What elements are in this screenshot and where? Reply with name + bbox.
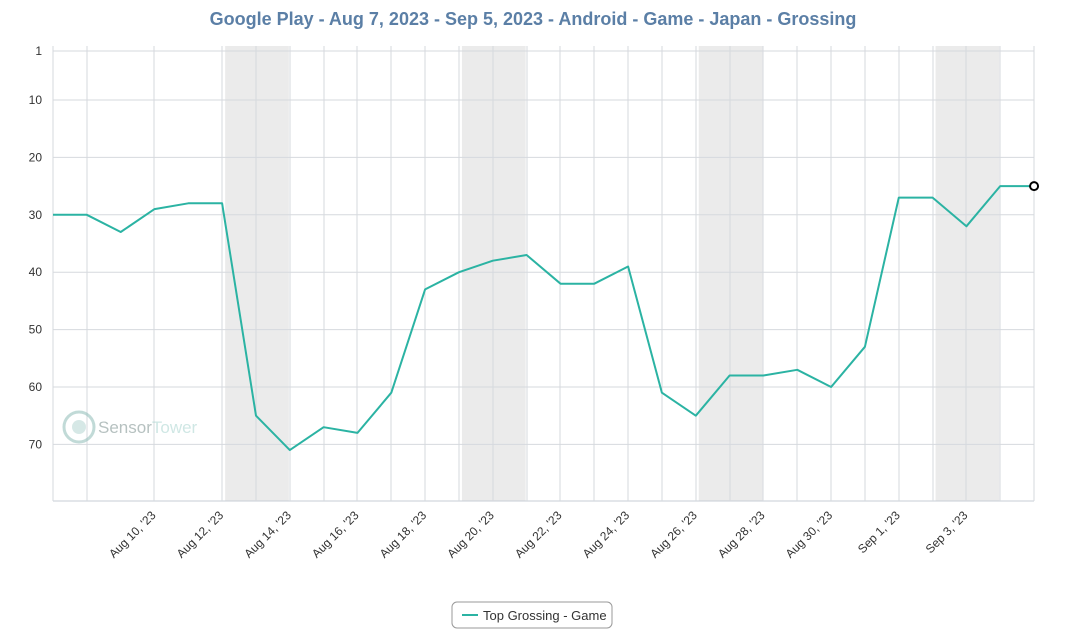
weekend-band-2 [461,46,526,501]
x-tick-label: Aug 16, '23 [309,508,362,561]
x-tick-label: Aug 24, '23 [580,508,633,561]
x-tick-label: Sep 3, '23 [923,508,971,556]
x-tick-label: Aug 30, '23 [783,508,836,561]
x-tick-label: Aug 28, '23 [715,508,768,561]
y-tick-label: 10 [29,93,43,107]
legend[interactable]: Top Grossing - Game [451,601,613,629]
weekend-band-1 [225,46,289,501]
x-tick-label: Aug 18, '23 [377,508,430,561]
y-tick-label: 1 [35,44,42,58]
weekend-band-3 [698,46,763,501]
y-tick-label: 70 [29,437,43,451]
series-line-1[interactable] [53,185,1035,452]
legend-label: Top Grossing - Game [483,608,607,623]
x-tick-label: Aug 10, '23 [106,508,159,561]
legend-box[interactable] [451,601,613,629]
y-tick-label: 40 [29,265,43,279]
y-tick-label: 30 [29,208,43,222]
x-tick-label: Aug 12, '23 [174,508,227,561]
sensortower-logo-icon [62,410,96,444]
watermark-text-tower: Tower [152,418,198,437]
x-tick-label: Aug 14, '23 [241,508,294,561]
svg-text:SensorTower: SensorTower [98,418,198,437]
x-tick-label: Aug 26, '23 [647,508,700,561]
y-tick-label: 20 [29,150,43,164]
series-layer [52,181,1040,452]
y-tick-label: 50 [29,323,43,337]
weekend-band-4 [935,46,1000,501]
weekend-bands [225,46,1000,501]
sensortower-logo-inner [72,420,86,434]
x-tick-label: Aug 20, '23 [444,508,497,561]
y-axis-ticks: 1 10 20 30 40 50 60 70 [29,44,43,451]
last-point-marker[interactable] [1029,181,1040,192]
x-tick-label: Sep 1, '23 [855,508,903,556]
y-tick-label: 60 [29,380,43,394]
watermark: SensorTower [62,410,198,444]
x-tick-label: Aug 22, '23 [512,508,565,561]
watermark-text-sensor: Sensor [98,418,152,437]
gridlines [52,46,1035,502]
x-axis-ticks: Aug 10, '23 Aug 12, '23 Aug 14, '23 Aug 16,… [106,508,971,561]
chart-title: Google Play - Aug 7, 2023 - Sep 5, 2023 … [210,9,857,29]
